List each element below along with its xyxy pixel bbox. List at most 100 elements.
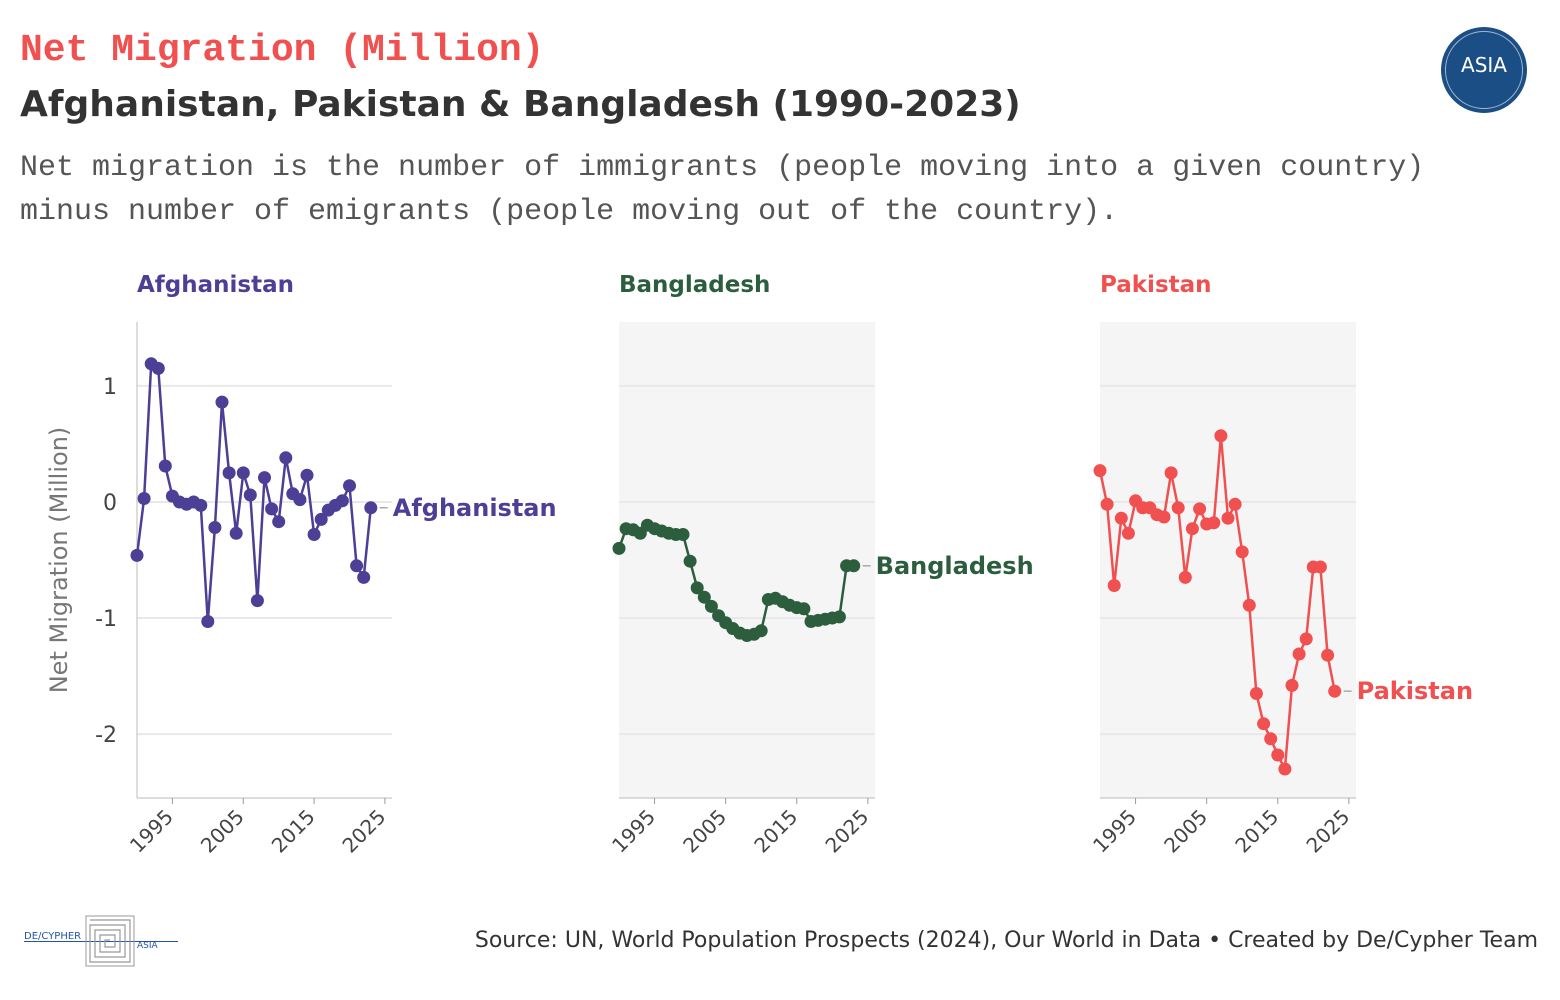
pakistan-data-point [1114,511,1128,525]
bangladesh-data-point [797,602,811,616]
afghanistan-data-point [130,548,144,562]
pakistan-data-point [1249,687,1263,700]
bangladesh-panel-bg [619,322,875,798]
bangladesh-x-tick-label: 1995 [607,805,660,858]
pakistan-data-point [1107,579,1121,592]
pakistan-data-point [1121,526,1135,540]
bangladesh-x-tick-label: 2015 [749,805,802,858]
y-tick-label: 0 [103,491,117,516]
afghanistan-data-point [307,528,321,541]
afghanistan-data-point [343,479,356,493]
pakistan-data-point [1228,497,1242,511]
afghanistan-data-point [194,498,208,512]
pakistan-data-point [1328,684,1342,698]
pakistan-panel-bg [1100,322,1356,798]
bangladesh-data-point [832,610,846,624]
afghanistan-x-tick-label: 1995 [125,805,178,858]
pakistan-data-point [1242,598,1256,612]
afghanistan-data-point [279,451,293,465]
pakistan-x-tick-label: 1995 [1088,805,1141,858]
pakistan-data-point [1264,732,1278,746]
y-tick-label: -1 [95,607,117,632]
bangladesh-facet-title: Bangladesh [619,272,770,298]
afghanistan-data-point [357,570,371,584]
pakistan-data-point [1257,717,1271,731]
bangladesh-data-point [697,590,711,604]
pakistan-data-point [1171,501,1185,515]
afghanistan-data-point [250,594,264,608]
y-tick-label: -2 [95,723,117,748]
afghanistan-data-point [293,493,307,507]
bangladesh-x-tick-label: 2005 [678,805,731,858]
afghanistan-data-point [222,466,236,480]
pakistan-data-point [1285,678,1299,692]
bangladesh-data-point [683,554,697,568]
bangladesh-data-point [676,528,690,541]
chart-subtitle: Afghanistan, Pakistan & Bangladesh (1990… [20,84,1021,125]
pakistan-data-point [1100,497,1114,511]
bangladesh-data-point [704,599,718,613]
brand-divider [24,941,178,942]
pakistan-data-point [1164,466,1178,480]
afghanistan-data-point [258,471,271,485]
afghanistan-data-point [229,526,243,540]
pakistan-data-point [1271,748,1285,762]
afghanistan-data-point [314,512,328,526]
afghanistan-data-point [350,559,364,573]
afghanistan-data-point [243,488,257,502]
bangladesh-data-point [612,541,626,555]
bangladesh-end-label: Bangladesh [876,552,1034,580]
afghanistan-data-point [151,361,165,375]
pakistan-data-point [1157,510,1171,524]
afghanistan-panel-bg [137,322,392,798]
pakistan-data-point [1093,464,1107,478]
logo-text: ASIA [1461,53,1507,77]
afghanistan-data-point [201,615,215,628]
afghanistan-data-point [272,515,286,529]
afghanistan-x-tick-label: 2025 [337,805,390,858]
pakistan-data-point [1292,647,1306,661]
afghanistan-data-point [208,521,222,534]
afghanistan-data-point [158,459,172,473]
afghanistan-x-tick-label: 2015 [267,805,320,858]
pakistan-x-tick-label: 2015 [1230,805,1283,858]
pakistan-end-label: Pakistan [1357,677,1473,705]
afghanistan-end-label: Afghanistan [393,494,557,522]
pakistan-data-point [1178,570,1192,584]
afghanistan-data-point [236,466,250,480]
pakistan-x-tick-label: 2005 [1159,805,1212,858]
pakistan-data-point [1235,545,1249,559]
brand-name: DE/CYPHER [24,931,82,942]
pakistan-data-point [1193,502,1207,516]
chart-description: Net migration is the number of immigrant… [20,151,1425,229]
afghanistan-data-point [335,494,349,508]
y-tick-label: 1 [103,375,117,400]
pakistan-data-point [1185,522,1199,536]
pakistan-data-point [1214,429,1228,443]
bangladesh-data-point [754,624,768,638]
afghanistan-data-point [215,395,229,409]
pakistan-x-tick-label: 2025 [1301,805,1354,858]
afghanistan-data-point [364,501,378,515]
asia-logo: ASIA [1441,27,1527,113]
bangladesh-data-point [847,559,861,573]
source-note: Source: UN, World Population Prospects (… [474,928,1538,953]
pakistan-data-point [1299,632,1313,646]
afghanistan-data-point [300,468,314,482]
afghanistan-x-tick-label: 2005 [196,805,249,858]
y-axis-label: Net Migration (Million) [45,427,73,694]
pakistan-facet-title: Pakistan [1100,272,1212,298]
pakistan-data-point [1313,560,1327,574]
pakistan-data-point [1321,648,1335,662]
chart-area: 1995 2005 2015 2025 1 0 -1 -2 Net Migration (Mil… [45,272,1473,858]
afghanistan-data-point [265,502,279,516]
bangladesh-data-point [690,581,704,595]
pakistan-data-point [1221,511,1235,525]
pakistan-data-point [1278,762,1292,776]
chart-title: Net Migration (Million) [20,29,545,72]
bangladesh-x-tick-label: 2025 [820,805,873,858]
maze-logo-icon [85,915,135,967]
logo-ring [1445,31,1523,109]
pakistan-data-point [1207,516,1221,530]
afghanistan-data-point [137,492,151,505]
